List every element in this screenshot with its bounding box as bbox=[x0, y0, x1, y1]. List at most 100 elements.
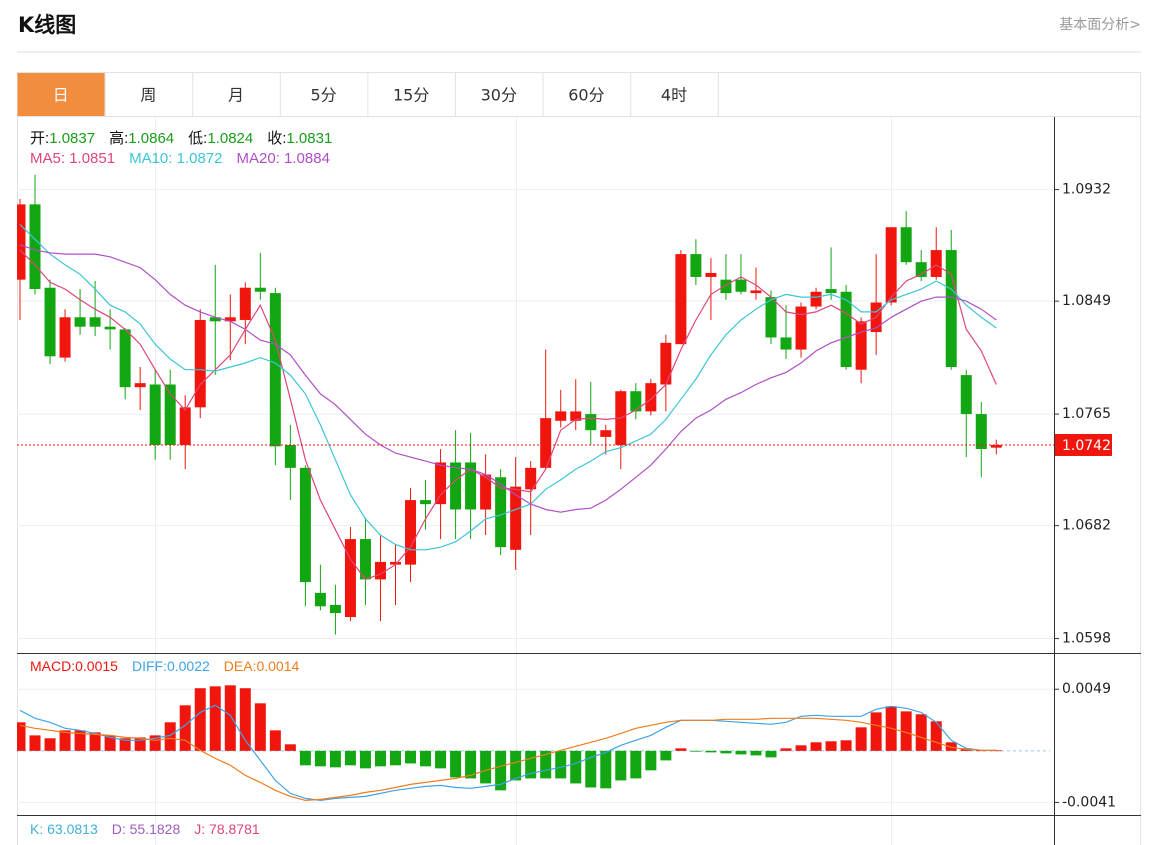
macd-bar bbox=[194, 688, 206, 751]
tab[interactable]: 4时 bbox=[661, 86, 687, 105]
macd-bar bbox=[750, 750, 762, 756]
info-label: 收 bbox=[267, 130, 286, 147]
candle-body bbox=[735, 279, 747, 292]
macd-bar bbox=[915, 714, 927, 751]
candle-body bbox=[480, 474, 492, 510]
candle-body bbox=[750, 290, 762, 294]
candle-body bbox=[795, 306, 807, 350]
macd-bar bbox=[119, 738, 131, 751]
tab[interactable]: 30分 bbox=[481, 86, 517, 105]
macd-bar bbox=[59, 730, 71, 751]
y-tick-label: 1.0765 bbox=[1062, 406, 1111, 422]
info-label: 高 bbox=[109, 130, 128, 147]
ma-legend: MA51.0851 MA101.0872 MA201.0884 bbox=[30, 150, 344, 167]
candle-body bbox=[945, 250, 957, 368]
tab[interactable]: 周 bbox=[140, 86, 156, 105]
candles bbox=[17, 174, 1002, 635]
candle-panel bbox=[17, 174, 1054, 640]
tab[interactable]: 15分 bbox=[393, 86, 429, 105]
candle-body bbox=[209, 317, 221, 322]
tab[interactable]: 月 bbox=[228, 86, 244, 105]
macd-bar bbox=[435, 750, 447, 769]
macd-bar bbox=[29, 735, 41, 751]
candle-body bbox=[600, 430, 612, 437]
macd-bar bbox=[765, 750, 777, 758]
candle-body bbox=[900, 227, 912, 263]
candle-body bbox=[825, 289, 837, 294]
macd-bar bbox=[510, 750, 522, 781]
candle-body bbox=[585, 414, 597, 431]
macd-bar bbox=[329, 750, 341, 768]
page-title: K线图 bbox=[18, 13, 76, 37]
tab[interactable]: 60分 bbox=[568, 86, 604, 105]
macd-bar bbox=[615, 750, 627, 781]
macd-bar bbox=[675, 748, 687, 751]
kdj-legend: K63.0813 D55.1828 J78.8781 bbox=[30, 821, 274, 837]
info-item: 高1.0864 bbox=[109, 130, 174, 147]
candle-body bbox=[915, 262, 927, 277]
fundamental-link[interactable]: 基本面分析> bbox=[1059, 16, 1141, 33]
macd-bar bbox=[480, 750, 492, 784]
candle-body bbox=[269, 293, 281, 447]
macd-bar bbox=[810, 742, 822, 751]
macd-bar bbox=[645, 750, 657, 771]
legend-item: MA51.0851 bbox=[30, 150, 115, 167]
candle-body bbox=[17, 204, 26, 280]
legend-value: 0.0014 bbox=[256, 658, 300, 674]
macd-bar bbox=[705, 750, 717, 753]
legend-name: MA20 bbox=[237, 150, 285, 167]
macd-bar bbox=[179, 705, 191, 751]
candle-body bbox=[450, 462, 462, 510]
macd-bar bbox=[284, 744, 296, 751]
y-tick-label: 1.0682 bbox=[1062, 518, 1111, 534]
legend-value: 1.0851 bbox=[69, 150, 116, 167]
macd-bar bbox=[74, 730, 86, 751]
macd-bar bbox=[945, 742, 957, 751]
candle-body bbox=[239, 287, 251, 320]
candle-body bbox=[510, 486, 522, 550]
y-tick-label: 1.0932 bbox=[1062, 182, 1111, 198]
info-value: 1.0837 bbox=[49, 130, 96, 147]
legend-name: D bbox=[112, 821, 130, 837]
candle-body bbox=[179, 407, 191, 445]
info-item: 开1.0837 bbox=[30, 130, 95, 147]
macd-panel bbox=[17, 685, 1054, 803]
legend-item: D55.1828 bbox=[112, 821, 181, 837]
candle-body bbox=[194, 319, 206, 408]
tab[interactable]: 日 bbox=[53, 86, 69, 105]
candle-body bbox=[134, 383, 146, 388]
macd-bar bbox=[314, 750, 326, 767]
macd-bar bbox=[555, 750, 567, 779]
candle-body bbox=[254, 287, 266, 292]
info-value: 1.0864 bbox=[128, 130, 175, 147]
candle-body bbox=[299, 467, 311, 583]
legend-item: MA201.0884 bbox=[237, 150, 330, 167]
macd-bar bbox=[855, 727, 867, 751]
y-tick-label: 1.0849 bbox=[1062, 293, 1111, 309]
candle-body bbox=[44, 287, 56, 357]
candle-body bbox=[990, 444, 1002, 448]
candle-body bbox=[495, 477, 507, 548]
info-value: 1.0831 bbox=[286, 130, 333, 147]
candle-body bbox=[314, 592, 326, 607]
ma-line bbox=[19, 224, 997, 551]
tab[interactable]: 5分 bbox=[311, 86, 337, 105]
candle-body bbox=[29, 204, 41, 290]
candle-body bbox=[660, 342, 672, 385]
tab-active-bg bbox=[17, 73, 105, 116]
macd-bar bbox=[374, 750, 386, 767]
candle-body bbox=[540, 418, 552, 468]
macd-bar bbox=[495, 750, 507, 791]
candle-body bbox=[765, 297, 777, 338]
macd-bar bbox=[780, 748, 792, 751]
legend-item: MACD0.0015 bbox=[30, 658, 118, 674]
macd-bar bbox=[630, 750, 642, 779]
candle-body bbox=[570, 411, 582, 421]
candle-body bbox=[630, 391, 642, 412]
legend-name: K bbox=[30, 821, 47, 837]
candle-body bbox=[525, 467, 537, 490]
legend-item: J78.8781 bbox=[194, 821, 259, 837]
candle-body bbox=[420, 500, 432, 505]
